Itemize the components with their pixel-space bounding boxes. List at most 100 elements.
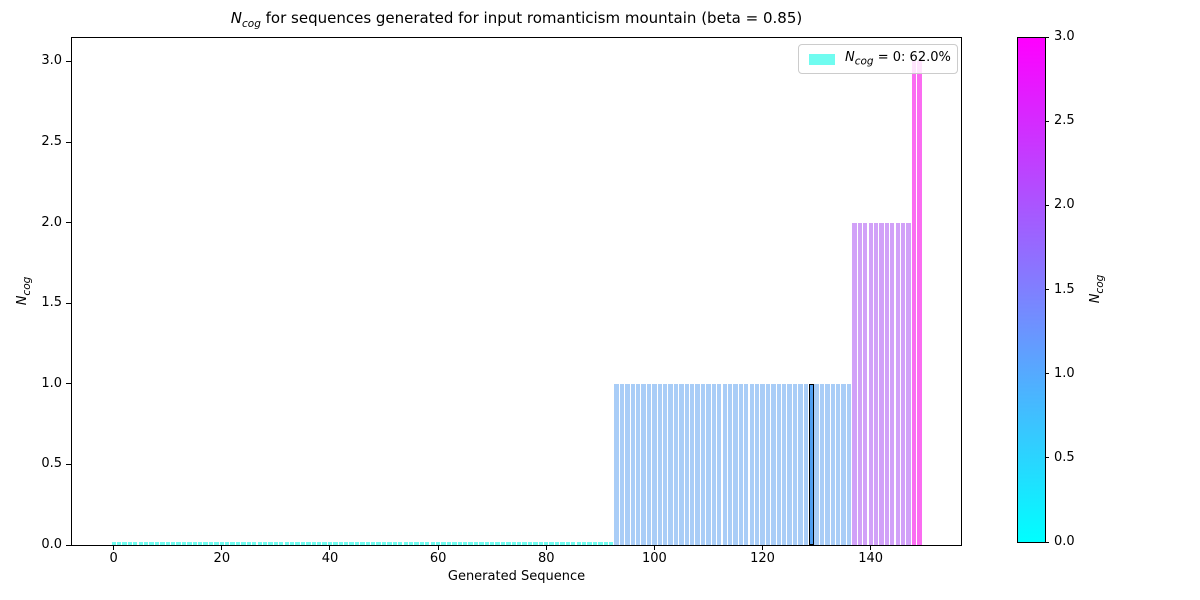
bar	[311, 542, 316, 545]
bar	[533, 542, 538, 545]
bar	[798, 383, 803, 545]
bar	[744, 383, 749, 545]
legend-swatch	[809, 53, 835, 65]
bar	[803, 383, 808, 545]
colorbar-tick-mark	[1045, 373, 1049, 375]
title-math-symbol: N	[230, 9, 242, 27]
bar	[468, 542, 473, 545]
bar	[181, 542, 187, 545]
bar	[738, 383, 744, 545]
bar	[225, 542, 230, 545]
legend: Ncog = 0: 62.0%	[798, 44, 958, 74]
bar	[852, 222, 857, 545]
colorbar-tick-label: 1.5	[1054, 281, 1075, 297]
bar	[495, 542, 500, 545]
bar	[587, 542, 592, 545]
bar	[690, 383, 695, 545]
bar	[376, 542, 381, 545]
bar	[143, 542, 149, 545]
bar	[338, 542, 343, 545]
bar	[695, 383, 700, 545]
bar	[760, 383, 765, 545]
bar	[511, 542, 516, 545]
bar	[300, 542, 306, 545]
bar	[646, 383, 652, 545]
bar	[706, 383, 711, 545]
y-tick-mark	[66, 141, 71, 143]
colorbar-tick-mark	[1045, 120, 1049, 122]
bar	[890, 222, 895, 545]
x-axis-tick-label: 60	[429, 551, 447, 566]
bar	[598, 542, 603, 545]
bar	[549, 542, 554, 545]
bar	[868, 222, 873, 545]
y-tick-mark	[66, 302, 71, 304]
bar	[857, 222, 863, 545]
y-axis-tick-label: 0.0	[41, 537, 62, 552]
x-tick-mark	[437, 546, 439, 550]
bar	[154, 542, 160, 545]
bar	[295, 542, 300, 545]
bar	[381, 542, 387, 545]
bar	[684, 383, 689, 545]
bar	[663, 383, 668, 545]
bar	[111, 542, 116, 545]
bar	[408, 542, 414, 545]
bar	[873, 222, 879, 545]
bar	[203, 542, 208, 545]
bar	[176, 542, 181, 545]
bar	[392, 542, 398, 545]
colorbar-tick-label: 0.0	[1054, 534, 1075, 549]
bar	[636, 383, 641, 545]
bar	[165, 542, 170, 545]
bar	[214, 542, 219, 545]
colorbar-tick-label: 2.0	[1054, 197, 1075, 213]
bar	[344, 542, 349, 545]
bar	[354, 542, 360, 545]
chart-title: Ncog for sequences generated for input r…	[71, 9, 962, 30]
bar	[479, 542, 484, 545]
bar	[830, 383, 835, 545]
bar	[446, 542, 452, 545]
bar	[235, 542, 241, 545]
bar	[754, 383, 760, 545]
bar	[419, 542, 425, 545]
bar	[571, 542, 576, 545]
bar	[262, 542, 268, 545]
y-tick-mark	[66, 463, 71, 465]
bar	[500, 542, 506, 545]
bar	[781, 383, 787, 545]
bar	[484, 542, 489, 545]
bar	[565, 542, 571, 545]
bar	[327, 542, 333, 545]
plot-area: Ncog = 0: 62.0%	[71, 37, 962, 546]
y-axis-tick-label: 2.5	[41, 134, 62, 149]
bar	[895, 222, 900, 545]
bar	[722, 383, 727, 545]
colorbar-gradient	[1017, 37, 1046, 543]
bar	[322, 542, 327, 545]
bar	[668, 383, 673, 545]
bar	[776, 383, 781, 545]
bar	[836, 383, 841, 545]
bar	[138, 542, 143, 545]
bar	[792, 383, 798, 545]
colorbar-tick-label: 0.5	[1054, 449, 1075, 465]
bar	[257, 542, 262, 545]
bar	[544, 542, 549, 545]
bar	[127, 542, 133, 545]
bar	[360, 542, 365, 545]
x-axis-tick-label: 80	[537, 551, 555, 566]
bar	[116, 542, 122, 545]
bar	[657, 383, 662, 545]
bar	[122, 542, 127, 545]
bar	[911, 61, 917, 545]
bar	[841, 383, 846, 545]
bar	[906, 222, 911, 545]
bar	[641, 383, 646, 545]
bar	[387, 542, 392, 545]
bar	[149, 542, 154, 545]
bar	[554, 542, 560, 545]
bar	[187, 542, 192, 545]
bar	[917, 61, 922, 545]
